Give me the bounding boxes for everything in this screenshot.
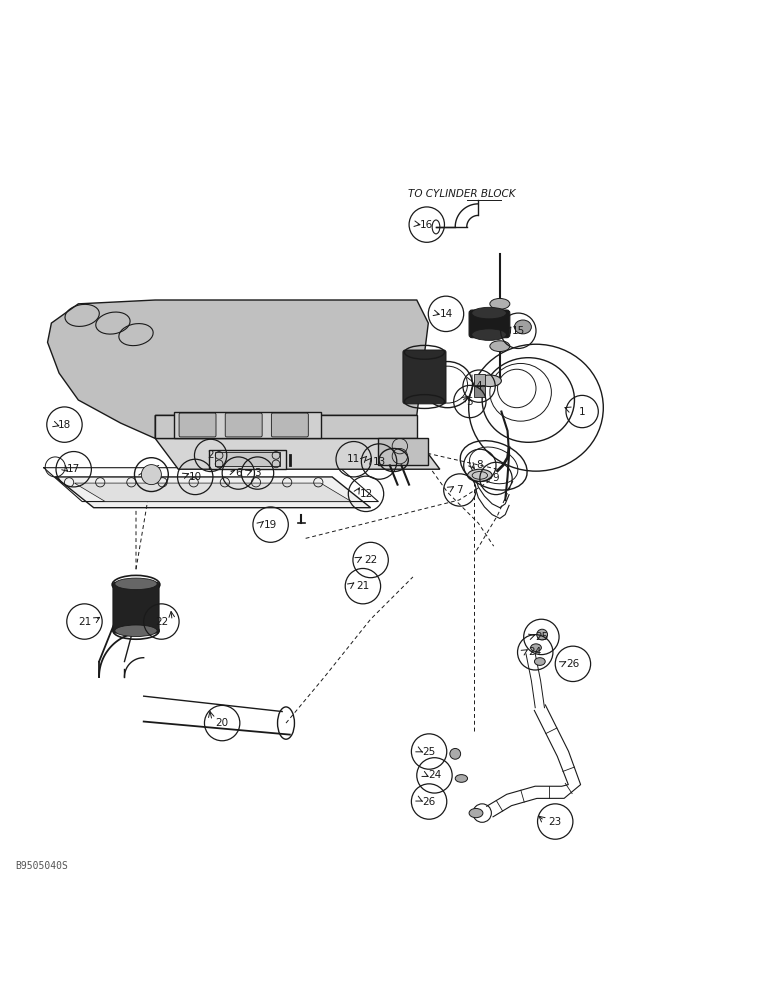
Text: 17: 17 [67,464,80,474]
Text: 10: 10 [188,472,201,482]
Polygon shape [174,412,320,438]
Polygon shape [56,477,371,508]
Text: 20: 20 [215,718,229,728]
Circle shape [537,629,547,640]
Text: 16: 16 [420,220,433,230]
Ellipse shape [490,298,510,309]
Text: 12: 12 [360,489,373,499]
Text: 24: 24 [428,770,441,780]
Ellipse shape [479,375,501,387]
FancyBboxPatch shape [113,582,159,633]
Text: 26: 26 [567,659,580,669]
Text: 24: 24 [529,647,542,657]
FancyBboxPatch shape [179,413,216,437]
Ellipse shape [468,469,493,482]
Text: 6: 6 [235,468,242,478]
Text: 21: 21 [357,581,370,591]
Polygon shape [74,483,351,502]
Ellipse shape [472,329,506,340]
Text: 1: 1 [579,407,585,417]
Text: 11: 11 [347,454,361,464]
Text: 22: 22 [364,555,378,565]
FancyBboxPatch shape [475,374,486,385]
Circle shape [450,748,461,759]
Text: 4: 4 [476,381,482,391]
Text: 7: 7 [456,485,463,495]
Text: 5: 5 [466,397,473,407]
Polygon shape [48,300,428,438]
Text: TO CYLINDER BLOCK: TO CYLINDER BLOCK [408,189,515,199]
Polygon shape [209,450,286,469]
Ellipse shape [472,307,506,319]
Text: 13: 13 [372,457,386,467]
Ellipse shape [534,658,545,665]
Text: 22: 22 [154,617,168,627]
Text: 25: 25 [535,632,548,642]
Text: 21: 21 [78,617,91,627]
Text: B9505040S: B9505040S [15,861,68,871]
FancyBboxPatch shape [475,386,486,397]
Text: 23: 23 [549,817,562,827]
Ellipse shape [514,320,531,334]
Ellipse shape [115,625,157,637]
Text: 3: 3 [254,468,261,478]
Text: 18: 18 [58,420,71,430]
Text: 8: 8 [476,460,483,470]
Ellipse shape [490,341,510,352]
Text: 25: 25 [422,747,435,757]
Ellipse shape [455,775,468,782]
Polygon shape [155,438,440,469]
Text: 26: 26 [422,797,435,807]
Circle shape [141,465,161,485]
FancyBboxPatch shape [403,350,446,404]
Text: 2: 2 [208,450,214,460]
Polygon shape [155,415,417,438]
Ellipse shape [115,578,157,590]
Text: 15: 15 [512,326,525,336]
Text: 19: 19 [264,520,277,530]
FancyBboxPatch shape [225,413,262,437]
Text: 9: 9 [493,473,499,483]
Polygon shape [215,452,279,466]
FancyBboxPatch shape [272,413,308,437]
Text: 14: 14 [439,309,452,319]
FancyBboxPatch shape [469,310,510,338]
Ellipse shape [469,808,483,818]
Polygon shape [378,438,428,465]
Ellipse shape [530,644,541,652]
